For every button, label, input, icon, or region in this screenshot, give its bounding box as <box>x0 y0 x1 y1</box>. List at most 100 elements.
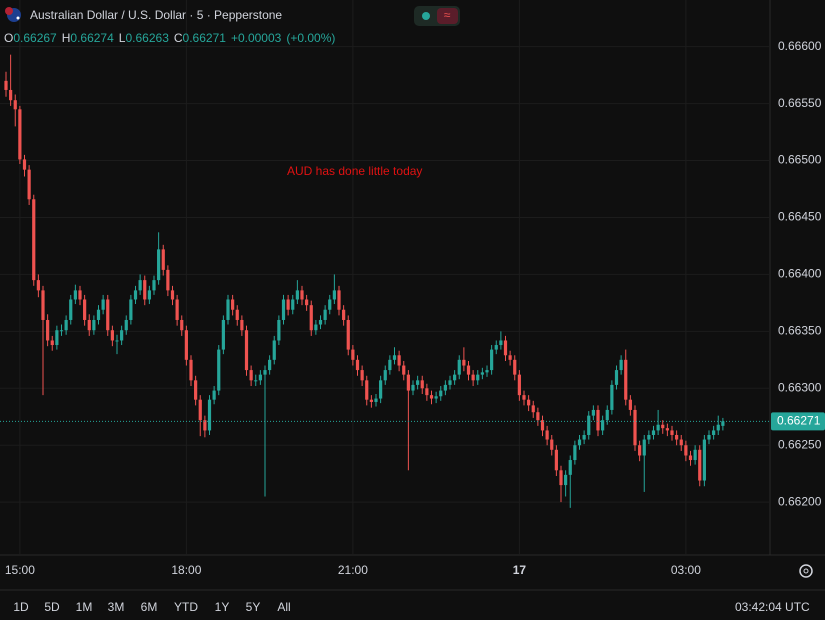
candle-body <box>513 359 517 375</box>
candle-body <box>684 445 688 456</box>
candle-body <box>305 299 309 306</box>
candle-body <box>50 340 54 346</box>
candle-body <box>508 355 512 360</box>
y-tick-label: 0.66550 <box>778 96 822 110</box>
candle-body <box>638 445 642 456</box>
candle-body <box>480 372 484 375</box>
legend-text: (+0.00%) <box>286 31 335 45</box>
candle-body <box>332 290 336 300</box>
candle-body <box>656 424 660 431</box>
candle-body <box>434 396 438 399</box>
candle-body <box>258 374 262 381</box>
range-button[interactable]: 1M <box>76 600 93 614</box>
candle-body <box>698 449 702 481</box>
candle-body <box>46 319 50 341</box>
candle-body <box>605 409 609 421</box>
range-button[interactable]: 1D <box>13 600 29 614</box>
candle-body <box>355 359 360 371</box>
candle-body <box>101 299 105 310</box>
candle-body <box>365 380 369 400</box>
candle-body <box>374 398 378 402</box>
candle-body <box>494 345 498 350</box>
candle-body <box>27 169 31 200</box>
candle-body <box>466 365 471 375</box>
legend-text: 0.66267 <box>13 31 57 45</box>
candle-body <box>96 309 101 320</box>
range-button[interactable]: 3M <box>108 600 125 614</box>
candle-body <box>471 374 475 381</box>
candle-body <box>716 424 720 431</box>
candle-body <box>610 384 614 410</box>
candle-body <box>106 299 110 331</box>
range-button[interactable]: YTD <box>174 600 198 614</box>
candle-body <box>263 370 267 375</box>
candle-body <box>281 299 286 320</box>
candle-body <box>157 249 161 281</box>
candle-body <box>36 280 40 291</box>
candle-body <box>337 290 341 310</box>
candle-body <box>536 412 540 421</box>
candle-body <box>679 439 683 446</box>
candle-body <box>124 319 128 331</box>
candle-body <box>286 299 290 310</box>
candle-body <box>41 290 45 320</box>
candle-body <box>383 370 387 381</box>
symbol-flag <box>5 7 21 22</box>
candle-body <box>624 359 628 400</box>
candle-body <box>619 359 623 371</box>
candle-body <box>527 399 531 406</box>
candle-body <box>559 470 563 486</box>
candle-body <box>318 319 323 325</box>
candle-body <box>166 269 170 291</box>
legend-text: 0.66263 <box>125 31 169 45</box>
legend-text: H <box>62 31 71 45</box>
last-price-label: 0.66271 <box>777 413 821 427</box>
candle-body <box>564 474 568 486</box>
candle-body <box>614 370 619 385</box>
delay-badge <box>437 8 458 24</box>
candle-body <box>402 365 406 375</box>
candle-body <box>577 439 582 446</box>
candle-body <box>351 349 355 360</box>
x-tick-label: 18:00 <box>171 563 201 577</box>
candle-body <box>457 359 461 375</box>
candle-body <box>92 319 96 331</box>
candle-body <box>587 415 591 435</box>
candle-body <box>647 434 651 440</box>
range-button[interactable]: 5Y <box>246 600 261 614</box>
delay-icon: ≈ <box>444 8 451 22</box>
candle-body <box>152 280 156 291</box>
candle-body <box>217 349 221 391</box>
candle-body <box>642 439 646 456</box>
ohlc-legend: O0.66267 H0.66274 L0.66263 C0.66271 +0.00003… <box>4 31 335 45</box>
candle-body <box>485 370 489 373</box>
candle-body <box>120 330 124 341</box>
candle-body <box>184 330 188 360</box>
candle-body <box>212 390 216 400</box>
candle-body <box>235 309 239 320</box>
candle-body <box>499 340 503 346</box>
range-button[interactable]: 1Y <box>215 600 230 614</box>
candle-body <box>688 455 693 461</box>
range-button[interactable]: 5D <box>44 600 60 614</box>
candle-body <box>443 384 447 391</box>
candle-body <box>110 330 114 341</box>
candle-body <box>277 319 281 341</box>
x-tick-label: 21:00 <box>338 563 368 577</box>
candle-body <box>221 319 225 350</box>
candle-body <box>9 89 13 101</box>
market-status <box>422 12 430 20</box>
candle-body <box>582 434 586 440</box>
candle-body <box>429 395 434 399</box>
range-button[interactable]: All <box>277 600 290 614</box>
candle-body <box>388 359 392 371</box>
legend-text: C <box>174 31 183 45</box>
candle-body <box>411 384 415 391</box>
candle-body <box>272 340 276 360</box>
candle-body <box>83 299 87 320</box>
candle-body <box>490 349 494 371</box>
settings-icon[interactable] <box>799 564 813 578</box>
range-button[interactable]: 6M <box>141 600 158 614</box>
candle-body <box>462 359 466 366</box>
candle-body <box>55 330 59 346</box>
